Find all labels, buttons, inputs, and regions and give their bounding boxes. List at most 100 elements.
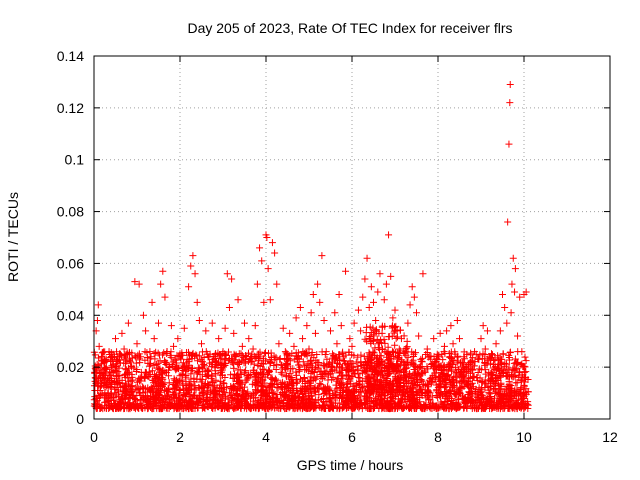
data-point — [496, 327, 504, 335]
data-point — [460, 363, 468, 371]
data-point — [299, 335, 307, 343]
data-point — [173, 359, 181, 367]
data-point — [273, 280, 281, 288]
y-tick-label: 0.04 — [57, 307, 84, 323]
data-point — [307, 309, 315, 317]
data-point — [208, 319, 216, 327]
data-point — [296, 304, 304, 312]
data-point — [509, 254, 517, 262]
data-point — [331, 309, 339, 317]
data-point — [270, 362, 278, 370]
data-point — [503, 319, 511, 327]
data-point — [522, 368, 530, 376]
x-tick-label: 4 — [262, 429, 270, 445]
data-point — [406, 301, 414, 309]
data-point — [94, 301, 102, 309]
data-point — [333, 340, 341, 348]
data-point — [235, 350, 243, 358]
data-point — [275, 340, 283, 348]
data-point — [216, 353, 224, 361]
data-point — [518, 348, 526, 356]
data-point — [474, 377, 482, 385]
data-point — [404, 319, 412, 327]
data-point — [491, 385, 499, 393]
data-point — [521, 353, 529, 361]
data-point — [337, 322, 345, 330]
data-point — [167, 322, 175, 330]
data-point — [511, 355, 519, 363]
data-point — [449, 340, 457, 348]
x-tick-label: 10 — [516, 429, 532, 445]
data-point — [238, 342, 246, 350]
data-point — [133, 340, 141, 348]
data-point — [212, 370, 220, 378]
data-point — [159, 267, 167, 275]
data-point — [265, 349, 273, 357]
data-point — [467, 357, 475, 365]
data-point — [191, 270, 199, 278]
data-point — [187, 262, 195, 270]
data-point — [276, 355, 284, 363]
data-point — [321, 351, 329, 359]
data-point — [372, 316, 380, 324]
data-point — [376, 270, 384, 278]
data-point — [136, 359, 144, 367]
data-point — [315, 391, 323, 399]
y-tick-label: 0 — [76, 411, 84, 427]
data-point — [354, 353, 362, 361]
data-point — [245, 335, 253, 343]
data-point — [408, 283, 416, 291]
data-point — [161, 293, 169, 301]
data-point — [150, 335, 158, 343]
data-point — [93, 316, 101, 324]
data-point — [348, 342, 356, 350]
data-point — [180, 324, 188, 332]
data-point — [118, 329, 126, 337]
data-point — [157, 280, 165, 288]
chart-title: Day 205 of 2023, Rate Of TEC Index for r… — [187, 20, 512, 36]
data-point — [264, 265, 272, 273]
data-point — [496, 386, 504, 394]
x-tick-label: 8 — [434, 429, 442, 445]
data-point — [478, 379, 486, 387]
data-point — [363, 254, 371, 262]
data-point — [202, 327, 210, 335]
data-point — [333, 385, 341, 393]
data-point — [258, 359, 266, 367]
data-point — [251, 322, 259, 330]
data-point — [332, 381, 340, 389]
x-tick-label: 6 — [348, 429, 356, 445]
data-point — [514, 332, 522, 340]
grid-lines — [94, 56, 610, 419]
data-point — [357, 327, 365, 335]
data-point — [430, 335, 438, 343]
data-point — [187, 375, 195, 383]
data-point — [227, 371, 235, 379]
data-point — [166, 351, 174, 359]
data-point — [292, 349, 300, 357]
data-point — [511, 288, 519, 296]
data-point — [221, 392, 229, 400]
data-point — [286, 329, 294, 337]
data-point — [500, 365, 508, 373]
data-point — [499, 291, 506, 299]
data-point — [356, 388, 364, 396]
data-point — [163, 348, 171, 356]
data-point — [410, 293, 418, 301]
data-point — [170, 375, 178, 383]
data-point — [382, 280, 390, 288]
data-point — [370, 298, 377, 306]
data-point — [313, 350, 321, 358]
data-point — [477, 335, 485, 343]
data-point — [316, 379, 324, 387]
data-point — [355, 374, 363, 382]
data-point — [443, 389, 451, 397]
data-point — [279, 324, 287, 332]
data-point — [374, 288, 382, 296]
data-point — [436, 329, 444, 337]
data-point — [155, 319, 162, 327]
data-point — [221, 324, 229, 332]
data-point — [415, 332, 423, 340]
data-point — [456, 335, 463, 343]
